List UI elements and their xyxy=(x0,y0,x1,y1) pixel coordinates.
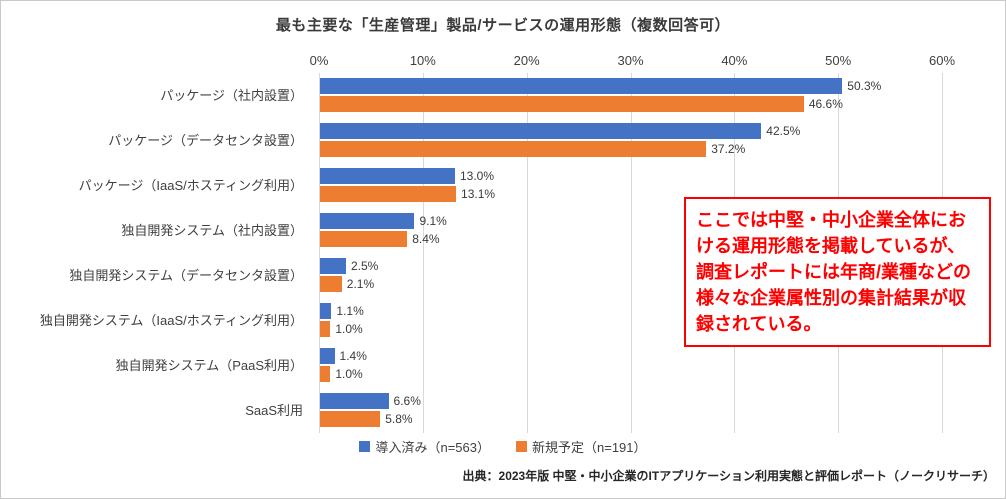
bar-series-2 xyxy=(320,231,408,247)
gridline xyxy=(630,73,632,433)
bar-series-1 xyxy=(320,348,335,364)
legend: 導入済み（n=563） 新規予定（n=191） xyxy=(1,437,1005,456)
x-tick-label: 30% xyxy=(617,53,644,68)
value-label: 1.4% xyxy=(339,349,367,363)
value-label: 1.0% xyxy=(335,322,363,336)
value-label: 37.2% xyxy=(711,142,746,156)
bar-series-2 xyxy=(320,276,342,292)
value-label: 6.6% xyxy=(393,394,421,408)
category-label: SaaS利用 xyxy=(245,402,303,418)
chart-title: 最も主要な「生産管理」製品/サービスの運用形態（複数回答可） xyxy=(275,17,731,34)
plot-area: 50.3% 46.6% 42.5% 37.2% 13.0% 13.1% 9.1% 8.4% 2.… xyxy=(319,73,943,433)
legend-swatch xyxy=(359,441,371,452)
bar-series-1 xyxy=(320,78,843,94)
bar-series-2 xyxy=(320,141,707,157)
legend-swatch xyxy=(516,441,527,452)
bar-series-2 xyxy=(320,321,331,337)
x-tick-label: 50% xyxy=(825,53,852,68)
source-note: 出典：2023年版 中堅・中小企業のITアプリケーション利用実態と評価レポート（… xyxy=(462,469,995,483)
bar-series-1 xyxy=(320,258,346,274)
value-label: 42.5% xyxy=(766,124,801,138)
value-label: 2.1% xyxy=(346,277,375,291)
value-label: 46.6% xyxy=(808,97,843,111)
value-label: 1.1% xyxy=(336,304,364,318)
gridline xyxy=(526,73,528,433)
value-label: 13.0% xyxy=(459,169,494,183)
value-label: 2.5% xyxy=(350,259,379,273)
legend-item: 導入済み（n=563） xyxy=(359,437,490,456)
category-label: 独自開発システム（PaaS利用） xyxy=(115,357,303,373)
legend-label: 新規予定（n=191） xyxy=(532,440,647,455)
value-label: 13.1% xyxy=(461,187,496,201)
value-label: 9.1% xyxy=(419,214,447,228)
bar-series-1 xyxy=(320,168,455,184)
x-axis-ticks: 0% 10% 20% 30% 40% 50% 60% xyxy=(310,53,955,69)
legend-label: 導入済み（n=563） xyxy=(375,440,490,455)
legend-item: 新規予定（n=191） xyxy=(516,437,647,456)
x-tick-label: 10% xyxy=(409,53,436,68)
bar-series-2 xyxy=(320,366,331,382)
gridline xyxy=(319,73,320,433)
bar-series-1 xyxy=(320,213,415,229)
gridline xyxy=(422,73,424,433)
category-labels: パッケージ（社内設置） パッケージ（データセンタ設置） パッケージ（IaaS/ホステ… xyxy=(1,73,309,433)
annotation-box: ここでは中堅・中小企業全体における運用形態を掲載しているが、調査レポートには年商… xyxy=(684,197,991,348)
value-label: 50.3% xyxy=(847,79,882,93)
category-label: パッケージ（社内設置） xyxy=(160,87,303,103)
x-tick-label: 20% xyxy=(513,53,540,68)
category-label: パッケージ（データセンタ設置） xyxy=(108,132,303,148)
value-label: 8.4% xyxy=(412,232,440,246)
bar-series-1 xyxy=(320,393,389,409)
category-label: 独自開発システム（社内設置） xyxy=(121,222,303,238)
bar-series-2 xyxy=(320,96,804,112)
category-label: 独自開発システム（IaaS/ホスティング利用） xyxy=(39,312,303,328)
value-label: 1.0% xyxy=(335,367,363,381)
x-tick-label: 0% xyxy=(309,53,329,68)
bar-series-1 xyxy=(320,303,332,319)
x-tick-label: 60% xyxy=(928,53,956,68)
category-label: 独自開発システム（データセンタ設置） xyxy=(69,267,303,283)
bar-series-2 xyxy=(320,411,381,427)
bar-series-2 xyxy=(320,186,457,202)
bar-series-1 xyxy=(320,123,762,139)
value-label: 5.8% xyxy=(385,412,413,426)
annotation-text: ここでは中堅・中小企業全体における運用形態を掲載しているが、調査レポートには年商… xyxy=(696,210,971,335)
category-label: パッケージ（IaaS/ホスティング利用） xyxy=(78,177,303,193)
x-tick-label: 40% xyxy=(721,53,748,68)
